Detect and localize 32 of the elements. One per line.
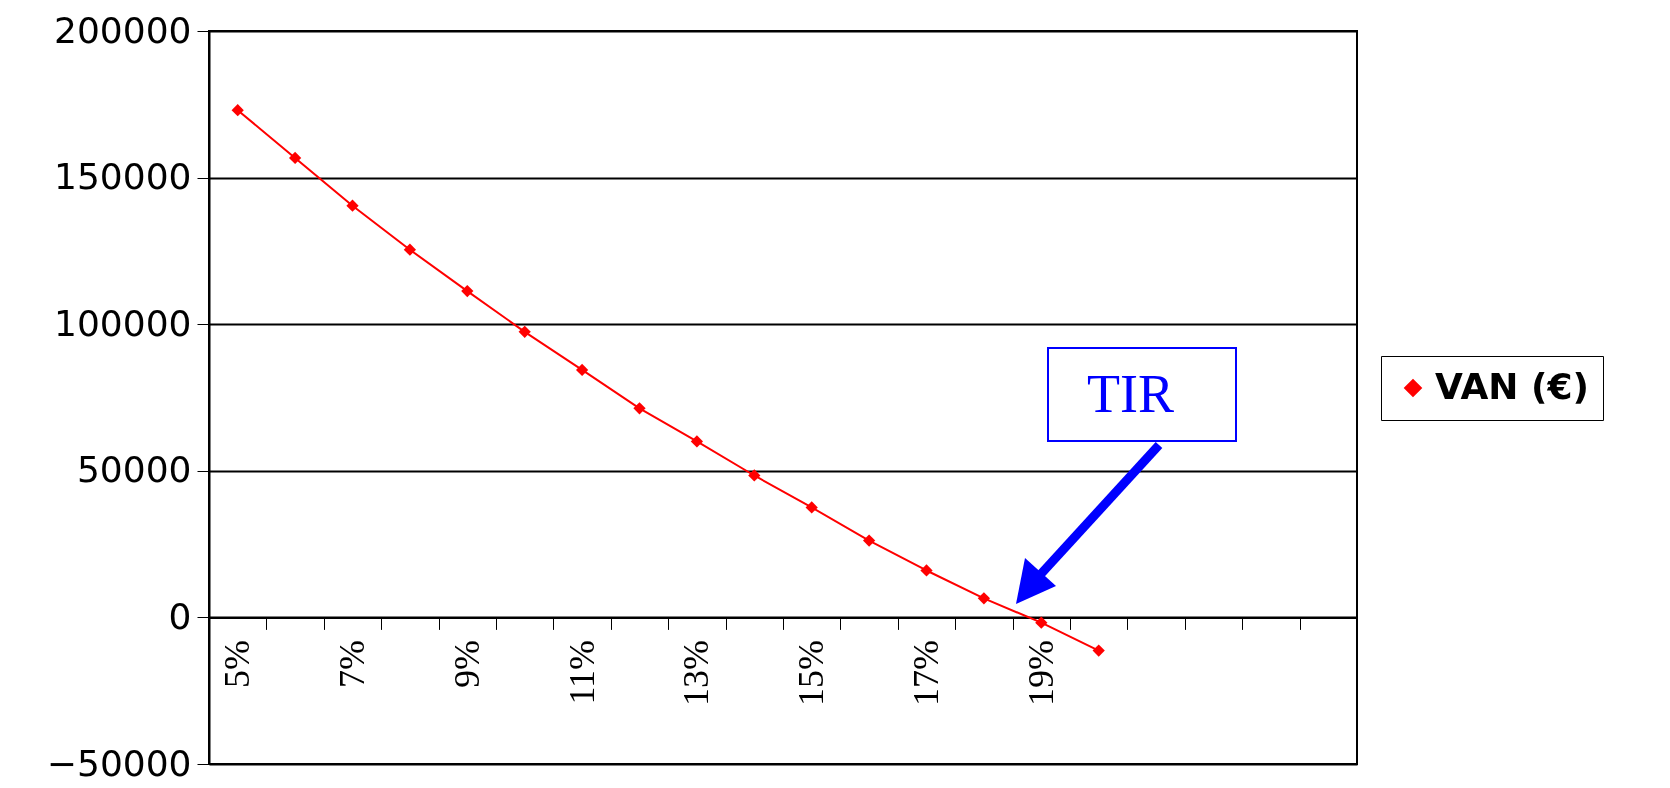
point xyxy=(346,199,359,212)
point xyxy=(1035,616,1048,629)
point xyxy=(461,284,474,298)
y-tick-label: −50000 xyxy=(46,742,192,784)
x-tick-label: 19% xyxy=(1020,639,1061,706)
point xyxy=(518,325,531,338)
x-tick-label: 15% xyxy=(791,639,832,706)
x-tick-label: 5% xyxy=(217,639,258,688)
y-tick-label: 100000 xyxy=(54,302,192,344)
legend-label: VAN (€) xyxy=(1435,366,1589,407)
point xyxy=(977,592,991,605)
point xyxy=(231,104,244,117)
y-tick-label: 200000 xyxy=(54,9,192,51)
y-tick-label: 50000 xyxy=(76,449,192,491)
point xyxy=(805,501,818,514)
x-tick-label: 13% xyxy=(676,639,717,706)
x-tick-label: 9% xyxy=(446,639,487,688)
point xyxy=(862,534,876,547)
point xyxy=(575,363,589,377)
point xyxy=(1092,644,1105,657)
x-tick-label: 7% xyxy=(332,639,372,688)
point xyxy=(690,435,704,448)
x-tick-label: 17% xyxy=(906,639,946,706)
y-tick-label: 150000 xyxy=(54,156,192,198)
point xyxy=(633,402,646,415)
point xyxy=(403,243,417,256)
text-box: TIR xyxy=(1047,347,1237,442)
point xyxy=(920,564,933,577)
point xyxy=(748,469,761,482)
point xyxy=(288,151,302,165)
x-tick-label: 11% xyxy=(561,639,602,705)
y-tick-label: 0 xyxy=(168,595,192,637)
